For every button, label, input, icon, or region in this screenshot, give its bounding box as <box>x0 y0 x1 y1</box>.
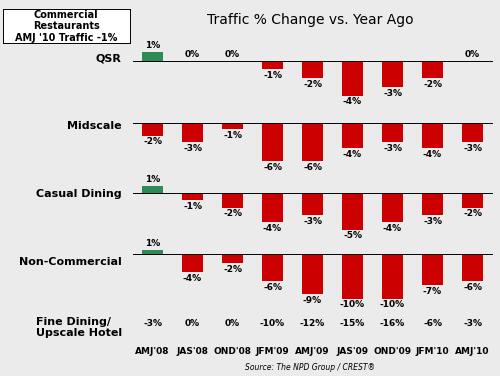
Text: -5%: -5% <box>343 231 362 240</box>
Text: -16%: -16% <box>380 319 405 328</box>
Bar <box>342 254 363 299</box>
Text: -3%: -3% <box>383 144 402 153</box>
Text: Midscale: Midscale <box>67 121 122 131</box>
Text: Traffic % Change vs. Year Ago: Traffic % Change vs. Year Ago <box>206 13 414 27</box>
Bar <box>182 123 203 142</box>
Text: -3%: -3% <box>143 319 162 328</box>
Text: QSR: QSR <box>96 53 122 64</box>
Text: Non-Commercial: Non-Commercial <box>19 256 122 267</box>
Text: 0%: 0% <box>225 319 240 328</box>
Text: -4%: -4% <box>423 150 442 159</box>
Text: JAS'09: JAS'09 <box>336 347 368 356</box>
Bar <box>422 254 443 285</box>
Text: -3%: -3% <box>423 217 442 226</box>
Bar <box>382 123 403 142</box>
Bar <box>262 123 283 161</box>
Bar <box>222 193 243 208</box>
Bar <box>182 193 203 200</box>
Text: -10%: -10% <box>260 319 285 328</box>
Bar <box>142 250 163 254</box>
Text: Casual Dining: Casual Dining <box>36 189 121 199</box>
Text: 0%: 0% <box>185 319 200 328</box>
Text: -10%: -10% <box>380 300 405 309</box>
Bar <box>182 254 203 272</box>
Bar <box>302 193 323 215</box>
Text: JAS'08: JAS'08 <box>176 347 208 356</box>
Text: Commercial
Restaurants
AMJ '10 Traffic -1%: Commercial Restaurants AMJ '10 Traffic -… <box>15 10 118 43</box>
Text: -4%: -4% <box>183 274 202 283</box>
Text: JFM'09: JFM'09 <box>256 347 290 356</box>
Text: Fine Dining/
Upscale Hotel: Fine Dining/ Upscale Hotel <box>36 317 122 338</box>
Bar <box>302 123 323 161</box>
Bar <box>142 185 163 193</box>
Text: -3%: -3% <box>463 319 482 328</box>
Text: -3%: -3% <box>463 144 482 153</box>
Text: -3%: -3% <box>383 88 402 97</box>
Bar <box>262 193 283 222</box>
Text: -1%: -1% <box>183 202 202 211</box>
Bar <box>302 254 323 294</box>
Text: -15%: -15% <box>340 319 365 328</box>
Bar <box>422 61 443 78</box>
Bar <box>222 123 243 129</box>
Text: -7%: -7% <box>423 287 442 296</box>
Text: OND'09: OND'09 <box>374 347 412 356</box>
Text: -12%: -12% <box>300 319 325 328</box>
Text: 0%: 0% <box>225 50 240 59</box>
Text: -1%: -1% <box>223 131 242 140</box>
Text: -4%: -4% <box>263 224 282 233</box>
Text: -4%: -4% <box>343 97 362 106</box>
Text: -2%: -2% <box>303 80 322 89</box>
Text: -10%: -10% <box>340 300 365 309</box>
Text: Source: The NPD Group / CREST®: Source: The NPD Group / CREST® <box>245 363 375 372</box>
Text: -2%: -2% <box>423 80 442 89</box>
Text: -6%: -6% <box>303 162 322 171</box>
Bar <box>142 52 163 61</box>
Text: -1%: -1% <box>263 71 282 80</box>
Text: AMJ'10: AMJ'10 <box>455 347 490 356</box>
Text: -2%: -2% <box>223 209 242 218</box>
Text: -3%: -3% <box>303 217 322 226</box>
Text: -4%: -4% <box>383 224 402 233</box>
Text: 1%: 1% <box>145 175 160 184</box>
Bar <box>462 254 483 281</box>
Bar <box>262 254 283 281</box>
Text: 1%: 1% <box>145 239 160 248</box>
Bar <box>382 61 403 87</box>
Bar <box>342 61 363 96</box>
Bar <box>422 123 443 148</box>
Text: AMJ'09: AMJ'09 <box>295 347 330 356</box>
Bar <box>382 193 403 222</box>
Text: -2%: -2% <box>223 265 242 274</box>
Bar <box>342 123 363 148</box>
Text: 0%: 0% <box>185 50 200 59</box>
Bar <box>222 254 243 263</box>
Text: 0%: 0% <box>465 50 480 59</box>
Text: -4%: -4% <box>343 150 362 159</box>
Bar <box>262 61 283 70</box>
Bar <box>462 123 483 142</box>
Text: AMJ'08: AMJ'08 <box>135 347 170 356</box>
Bar <box>142 123 163 136</box>
Bar <box>462 193 483 208</box>
Bar <box>302 61 323 78</box>
Text: -2%: -2% <box>143 137 162 146</box>
Text: OND'08: OND'08 <box>214 347 252 356</box>
Text: -9%: -9% <box>303 296 322 305</box>
Text: 1%: 1% <box>145 41 160 50</box>
Text: -6%: -6% <box>423 319 442 328</box>
Text: -6%: -6% <box>463 283 482 292</box>
Text: -2%: -2% <box>463 209 482 218</box>
Text: -6%: -6% <box>263 283 282 292</box>
Bar <box>382 254 403 299</box>
Bar <box>422 193 443 215</box>
Text: -3%: -3% <box>183 144 202 153</box>
Bar <box>342 193 363 230</box>
Text: JFM'10: JFM'10 <box>416 347 450 356</box>
Text: -6%: -6% <box>263 162 282 171</box>
